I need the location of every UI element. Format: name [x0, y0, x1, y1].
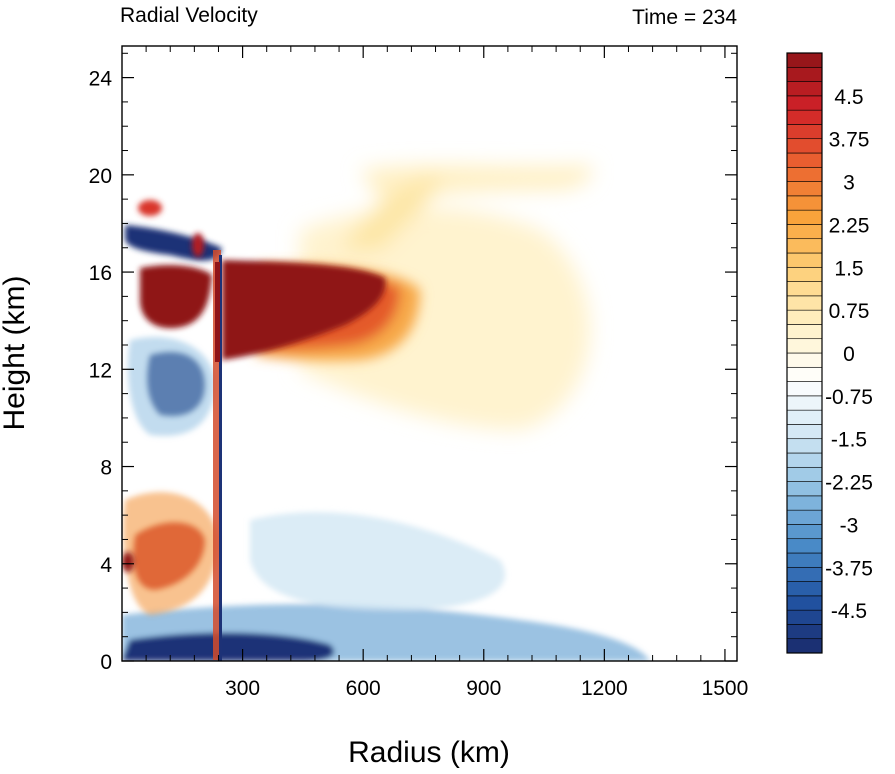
colorbar-bin	[786, 138, 823, 154]
colorbar-tick-label: 2.25	[829, 214, 870, 237]
chart-title: Radial Velocity	[120, 4, 258, 27]
colorbar-bin	[786, 324, 823, 340]
colorbar-bin	[786, 338, 823, 354]
eyewall-blue	[219, 255, 222, 661]
y-tick-label: 4	[100, 554, 112, 577]
x-tick-label: 1500	[702, 677, 749, 700]
colorbar-bin	[786, 509, 823, 525]
mid-inflow-halo	[127, 336, 215, 436]
outflow-envelope	[300, 207, 590, 430]
colorbar-tick-label: 3	[843, 172, 855, 195]
colorbar-bin	[786, 452, 823, 468]
colorbar-bin	[786, 381, 823, 397]
colorbar-tick-label: 0.75	[829, 300, 870, 323]
axes: 300 600 900 1200 1500 0 4 8 12 16 20 24	[89, 46, 749, 700]
colorbar-bin	[786, 109, 823, 125]
low-red-spot	[122, 552, 134, 572]
y-tick-label: 24	[89, 68, 113, 91]
y-tick-label: 0	[100, 651, 112, 674]
colorbar-bin	[786, 424, 823, 440]
upper-outflow-diag	[340, 175, 441, 250]
colorbar-tick-label: 3.75	[829, 129, 870, 152]
colorbar-bin	[786, 366, 823, 382]
colorbar-bin	[786, 538, 823, 554]
colorbar-bin	[786, 52, 823, 68]
y-axis-label: Height (km)	[0, 275, 31, 430]
colorbar-bin	[786, 638, 823, 654]
colorbar-bin	[786, 152, 823, 168]
colorbar-tick-label: -3	[840, 514, 859, 537]
outflow-core	[222, 260, 386, 360]
colorbar-bin	[786, 252, 823, 268]
upper-red-spot-2	[192, 233, 204, 257]
heatmap-field	[122, 46, 737, 661]
colorbar-bin	[786, 166, 823, 182]
colorbar-bin	[786, 609, 823, 625]
x-tick-label: 900	[466, 677, 501, 700]
colorbar-tick-label: 4.5	[834, 86, 863, 109]
y-tick-label: 12	[89, 359, 112, 382]
colorbar-bin	[786, 409, 823, 425]
outflow-core-left	[140, 265, 212, 329]
x-tick-label: 300	[225, 677, 260, 700]
colorbar-bin	[786, 595, 823, 611]
time-label: Time = 234	[632, 6, 737, 29]
colorbar-bin	[786, 238, 823, 254]
colorbar-bin	[786, 281, 823, 297]
eyewall-core	[215, 262, 220, 362]
colorbar-tick-label: 1.5	[834, 257, 863, 280]
colorbar-bin	[786, 581, 823, 597]
eyewall-red	[213, 250, 221, 660]
colorbar-tick-label: -0.75	[825, 386, 873, 409]
colorbar-bin	[786, 181, 823, 197]
x-axis-label: Radius (km)	[348, 736, 510, 769]
colorbar-bin	[786, 552, 823, 568]
upper-red-spot	[138, 200, 162, 216]
colorbar-bin	[786, 266, 823, 282]
colorbar-bin	[786, 481, 823, 497]
colorbar-tick-label: 0	[843, 343, 855, 366]
colorbar-bin	[786, 95, 823, 111]
x-tick-label: 1200	[581, 677, 628, 700]
colorbar-bin	[786, 352, 823, 368]
colorbar-tick-label: -3.75	[825, 557, 873, 580]
plot-frame	[121, 45, 738, 662]
colorbar-bin	[786, 209, 823, 225]
colorbar-tick-label: -1.5	[831, 429, 867, 452]
y-tick-label: 16	[89, 262, 112, 285]
low-outflow-halo	[123, 492, 218, 615]
colorbar-bin	[786, 81, 823, 97]
colorbar-bin	[786, 566, 823, 582]
colorbar-bin	[786, 295, 823, 311]
colorbar-bin	[786, 524, 823, 540]
colorbar-bin	[786, 195, 823, 211]
colorbar-bin	[786, 66, 823, 82]
colorbar-bin	[786, 395, 823, 411]
colorbar-bin	[786, 624, 823, 640]
colorbar-tick-label: -4.5	[831, 600, 867, 623]
colorbar-bin	[786, 124, 823, 140]
y-tick-label: 20	[89, 165, 112, 188]
colorbar-bin	[786, 224, 823, 240]
colorbar-bin	[786, 309, 823, 325]
lower-light-blue	[250, 512, 506, 610]
colorbar-bin	[786, 466, 823, 482]
colorbar-bin	[786, 495, 823, 511]
colorbar: 4.5 3.75 3 2.25 1.5 0.75 0 -0.75 -1.5 -2.25 -3 -3.7…	[786, 52, 873, 654]
colorbar-frame	[786, 52, 823, 654]
y-tick-label: 8	[100, 457, 112, 480]
colorbar-bin	[786, 438, 823, 454]
x-tick-label: 600	[346, 677, 381, 700]
colorbar-tick-label: -2.25	[825, 472, 873, 495]
boundary-inflow-core	[122, 633, 334, 661]
